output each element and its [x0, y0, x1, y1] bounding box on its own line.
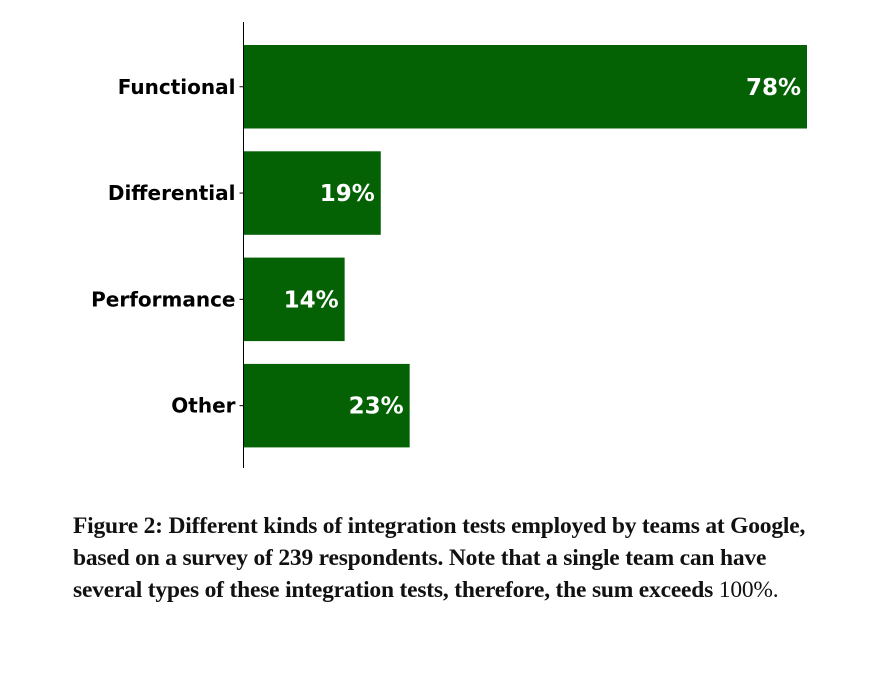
- caption-number: 100%.: [718, 577, 779, 603]
- category-label: Other: [171, 394, 235, 418]
- caption-text: Figure 2: Different kinds of integration…: [73, 513, 806, 603]
- category-label: Functional: [118, 75, 236, 99]
- bar-differential: [243, 151, 381, 235]
- figure-caption: Figure 2: Different kinds of integration…: [73, 510, 833, 606]
- data-label: 14%: [284, 287, 339, 313]
- bar-performance: [243, 257, 345, 342]
- bar-other: [243, 363, 410, 448]
- data-label: 23%: [349, 394, 404, 420]
- category-label: Differential: [108, 181, 236, 205]
- bar-functional: [243, 45, 807, 129]
- data-label: 78%: [746, 75, 801, 101]
- category-label: Performance: [91, 287, 235, 311]
- data-label: 19%: [320, 181, 375, 207]
- bar-chart: Functional 78% Differential 19% Performance 1…: [91, 22, 807, 468]
